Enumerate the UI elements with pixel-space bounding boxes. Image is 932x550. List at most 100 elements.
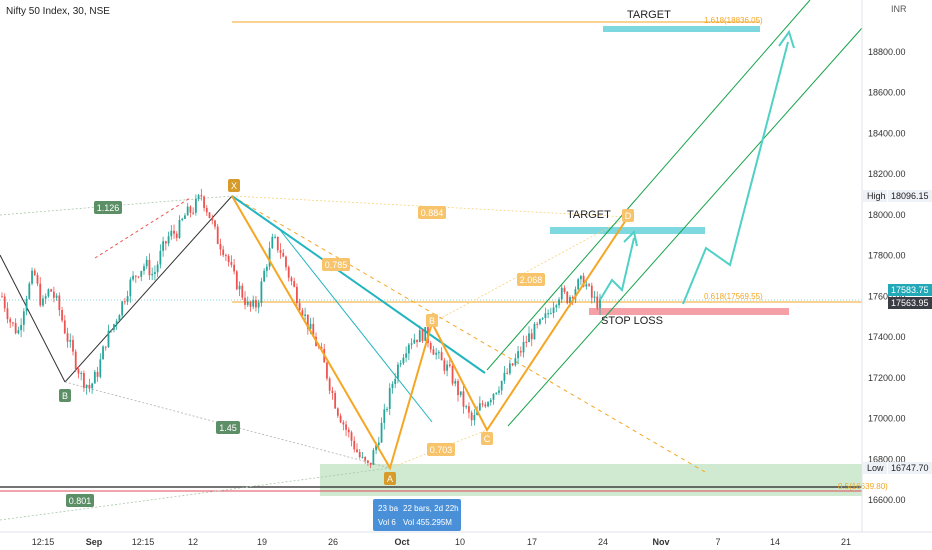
svg-text:0.703: 0.703 xyxy=(430,445,453,455)
ratio-badge-0884: 0.884 xyxy=(418,206,446,219)
candle-body xyxy=(170,230,173,237)
candle-body xyxy=(407,344,410,354)
target-zone-mid xyxy=(550,227,705,234)
old-leg-2 xyxy=(64,195,233,383)
candle-body xyxy=(88,384,91,389)
candle-body xyxy=(410,343,413,345)
candle-body xyxy=(1,296,3,298)
candle-body xyxy=(47,289,50,297)
candle-body xyxy=(216,226,219,244)
x-tick-label: 10 xyxy=(455,537,465,547)
candle-body xyxy=(306,314,309,329)
old-guide-3 xyxy=(0,467,391,521)
candle-body xyxy=(143,266,145,271)
candle-body xyxy=(478,403,481,411)
price-label-value: 18096.15 xyxy=(891,191,929,201)
candle-body xyxy=(558,299,560,306)
svg-text:1.45: 1.45 xyxy=(219,423,237,433)
candle-body xyxy=(121,301,124,316)
x-tick-label: 12:15 xyxy=(32,537,55,547)
candle-body xyxy=(375,445,377,451)
candle-body xyxy=(489,399,492,403)
candle-body xyxy=(432,349,435,355)
candle-body xyxy=(285,256,287,268)
candle-body xyxy=(6,308,9,320)
candle-body xyxy=(356,449,358,453)
candle-body xyxy=(3,296,6,309)
price-label-tag: High xyxy=(867,191,886,201)
bd-guide-yellow xyxy=(431,216,629,324)
candle-body xyxy=(437,352,440,354)
price-label-tag: Low xyxy=(867,463,884,473)
candles xyxy=(1,188,601,469)
y-tick-label: 17800.00 xyxy=(868,251,906,261)
svg-text:Vol 455.295M: Vol 455.295M xyxy=(403,518,452,527)
price-label-bg xyxy=(888,297,932,309)
candle-body xyxy=(42,298,44,306)
candle-body xyxy=(14,323,17,334)
candle-body xyxy=(55,295,58,298)
candle-body xyxy=(175,233,178,238)
candle-body xyxy=(457,381,459,396)
x-tick-label: 26 xyxy=(328,537,338,547)
candle-body xyxy=(159,250,162,265)
candle-body xyxy=(69,340,72,342)
candle-body xyxy=(137,276,140,278)
candle-body xyxy=(599,298,601,309)
candle-body xyxy=(17,330,20,334)
candle-body xyxy=(481,403,484,405)
candle-body xyxy=(536,323,539,325)
candle-body xyxy=(353,440,356,450)
candle-body xyxy=(435,352,438,355)
candle-body xyxy=(145,259,148,267)
candle-body xyxy=(296,286,298,304)
candle-body xyxy=(118,315,121,321)
x-tick-label: 19 xyxy=(257,537,267,547)
stop-loss-label: STOP LOSS xyxy=(601,315,663,327)
candle-body xyxy=(91,383,94,389)
teal-trend-1 xyxy=(231,195,486,374)
measure-tooltip: 23 ba 22 bars, 2d 22h Vol 6 Vol 455.295M xyxy=(373,499,461,531)
candle-body xyxy=(39,283,42,306)
price-label-value: 16747.70 xyxy=(891,463,929,473)
candle-body xyxy=(383,409,386,423)
candle-body xyxy=(533,323,536,340)
price-axis: 16600.00 16800.00 17000.00 17200.00 17400.00… xyxy=(868,47,906,505)
candle-body xyxy=(388,388,391,409)
x-tick-label: 7 xyxy=(715,537,720,547)
candle-body xyxy=(566,291,569,304)
svg-text:Vol 6: Vol 6 xyxy=(378,518,396,527)
candle-body xyxy=(508,363,511,374)
candle-body xyxy=(74,351,77,370)
candle-body xyxy=(514,358,517,366)
candle-body xyxy=(468,406,470,413)
point-b-label: B xyxy=(426,314,438,327)
candle-body xyxy=(347,429,350,433)
fib-1618-label: 1.618(18836.05) xyxy=(704,16,763,25)
candle-body xyxy=(12,322,14,324)
candle-body xyxy=(22,311,25,325)
candle-body xyxy=(276,236,279,251)
candle-body xyxy=(539,319,541,324)
y-tick-label: 16800.00 xyxy=(868,454,906,464)
candle-body xyxy=(593,296,596,298)
svg-text:1.126: 1.126 xyxy=(97,203,120,213)
price-label-value: 17583.75 xyxy=(891,285,929,295)
candle-body xyxy=(364,456,367,461)
candle-body xyxy=(416,339,418,343)
candle-body xyxy=(96,371,99,377)
candle-body xyxy=(519,351,522,353)
candle-body xyxy=(380,422,383,443)
xd-dashed-orange xyxy=(231,195,706,473)
candle-body xyxy=(377,442,380,446)
candle-body xyxy=(104,346,107,348)
projection-arrow-short-head xyxy=(623,229,638,247)
candle-body xyxy=(282,252,285,257)
candle-body xyxy=(298,303,301,311)
candle-body xyxy=(585,284,588,287)
candle-body xyxy=(399,363,402,365)
candle-body xyxy=(126,296,129,302)
candle-body xyxy=(77,369,80,374)
candle-body xyxy=(424,327,427,341)
